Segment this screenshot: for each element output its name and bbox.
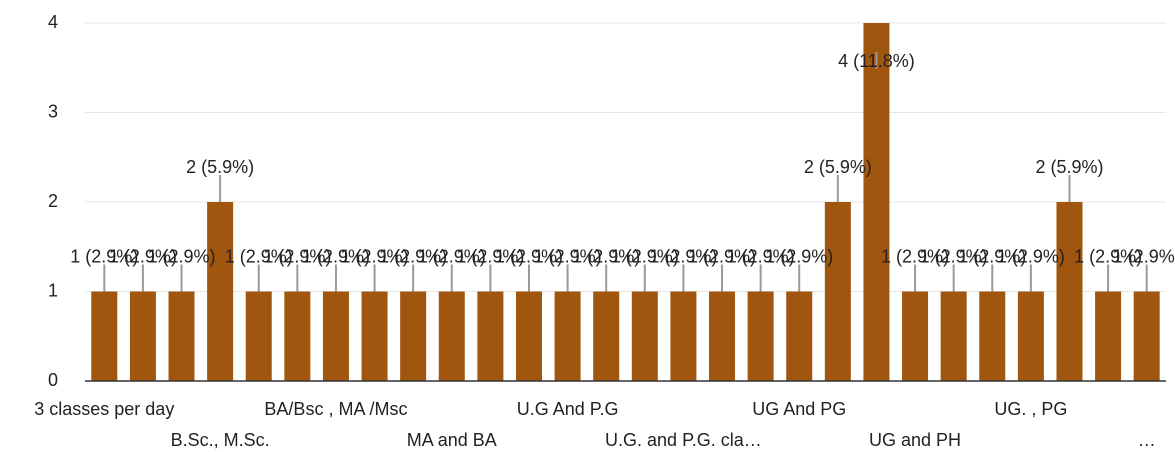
- data-label: 1 (2.9%): [70, 246, 138, 266]
- bar: [593, 291, 620, 381]
- x-tick-label: U.G. and P.G. cla…: [605, 430, 762, 450]
- y-tick-label: 0: [48, 370, 58, 390]
- x-tick-label: MA and BA: [407, 430, 497, 450]
- x-tick-label: 3 classes per day: [34, 399, 174, 419]
- bar: [245, 291, 272, 381]
- bar: [902, 291, 929, 381]
- bar: [91, 291, 118, 381]
- x-tick-label: U.G And P.G: [517, 399, 619, 419]
- bar: [361, 291, 388, 381]
- data-label: 1 (2.9%): [495, 246, 563, 266]
- data-label: 1 (2.9%): [1074, 246, 1142, 266]
- data-label: 1 (2.9%): [649, 246, 717, 266]
- bar: [400, 291, 427, 381]
- data-label: 1 (2.9%): [225, 246, 293, 266]
- data-label: 4 (11.8%): [838, 51, 915, 71]
- bar: [747, 291, 774, 381]
- data-label: 2 (5.9%): [1035, 157, 1103, 177]
- bar: [709, 291, 736, 381]
- bar: [554, 291, 581, 381]
- x-tick-label: BA/Bsc , MA /Msc: [264, 399, 407, 419]
- y-tick-label: 4: [48, 12, 58, 32]
- bar: [515, 291, 542, 381]
- data-label: 1 (2.9%): [572, 246, 640, 266]
- x-tick-label: UG And PG: [752, 399, 846, 419]
- bar: [1095, 291, 1122, 381]
- data-label: 2 (5.9%): [186, 157, 254, 177]
- data-label: 1 (2.9%): [263, 246, 331, 266]
- data-label: 1 (2.9%): [379, 246, 447, 266]
- bar: [438, 291, 465, 381]
- y-tick-label: 3: [48, 101, 58, 121]
- bar: [477, 291, 504, 381]
- data-label: 1 (2.9%): [688, 246, 756, 266]
- y-tick-label: 2: [48, 191, 58, 211]
- bar: [322, 291, 349, 381]
- x-tick-label: UG. , PG: [994, 399, 1067, 419]
- x-tick-label: …: [1138, 430, 1156, 450]
- data-label: 1 (2.9%): [997, 246, 1065, 266]
- data-label: 1 (2.9%): [302, 246, 370, 266]
- bar: [1133, 291, 1160, 381]
- data-label: 1 (2.9%): [765, 246, 833, 266]
- data-label: 1 (2.9%): [341, 246, 409, 266]
- data-label: 1 (2.9%): [148, 246, 216, 266]
- x-tick-label: UG and PH: [869, 430, 961, 450]
- data-label: 1 (2.9%): [456, 246, 524, 266]
- bar: [824, 202, 851, 381]
- data-label: 1 (2.9%): [958, 246, 1026, 266]
- data-label: 1 (2.9%): [727, 246, 795, 266]
- data-label: 1 (2.9%): [1113, 246, 1175, 266]
- data-label: 1 (2.9%): [920, 246, 988, 266]
- bar: [207, 202, 234, 381]
- bar: [1017, 291, 1044, 381]
- data-label: 1 (2.9%): [611, 246, 679, 266]
- bar: [1056, 202, 1083, 381]
- bar: [940, 291, 967, 381]
- data-label: 1 (2.9%): [534, 246, 602, 266]
- data-label: 2 (5.9%): [804, 157, 872, 177]
- bar: [284, 291, 311, 381]
- data-label: 1 (2.9%): [418, 246, 486, 266]
- bar: [979, 291, 1006, 381]
- y-tick-label: 1: [48, 280, 58, 300]
- x-tick-label: B.Sc., M.Sc.: [171, 430, 270, 450]
- bar: [168, 291, 195, 381]
- bar: [863, 23, 890, 381]
- data-label: 1 (2.9%): [109, 246, 177, 266]
- bar: [670, 291, 697, 381]
- bar: [631, 291, 658, 381]
- bar: [129, 291, 156, 381]
- bar: [786, 291, 813, 381]
- data-label: 1 (2.9%): [881, 246, 949, 266]
